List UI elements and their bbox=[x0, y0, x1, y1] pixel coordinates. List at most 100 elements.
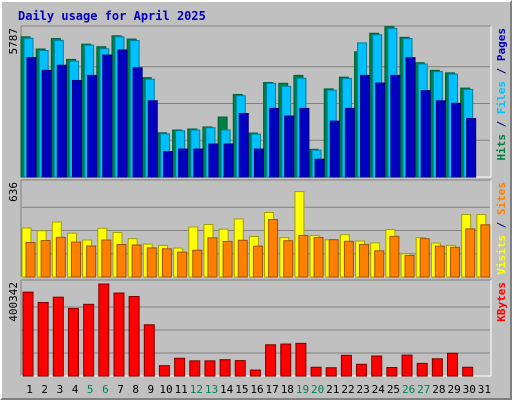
x-tick-label-day-10: 10 bbox=[159, 383, 172, 396]
bar-pages-day-9 bbox=[147, 100, 158, 178]
bar-pages-day-24 bbox=[375, 82, 386, 178]
bar-sites-day-18 bbox=[283, 240, 294, 278]
bar-sites-day-30 bbox=[465, 228, 476, 278]
bar-pages-day-17 bbox=[269, 107, 280, 178]
x-tick-label-day-29: 29 bbox=[447, 383, 460, 396]
bar-pages-day-25 bbox=[390, 74, 401, 178]
bar-kbytes-day-27 bbox=[416, 362, 428, 377]
bar-sites-day-11 bbox=[177, 251, 188, 278]
bar-sites-day-12 bbox=[192, 249, 203, 278]
bar-kbytes-day-22 bbox=[340, 354, 352, 377]
bar-sites-day-9 bbox=[146, 247, 157, 278]
bar-kbytes-day-10 bbox=[158, 365, 170, 377]
bar-kbytes-day-26 bbox=[401, 354, 413, 377]
x-tick-label-day-8: 8 bbox=[132, 383, 139, 396]
x-tick-label-day-7: 7 bbox=[117, 383, 124, 396]
bar-sites-day-15 bbox=[237, 239, 248, 278]
bar-sites-day-22 bbox=[343, 240, 354, 278]
x-tick-label-day-27: 27 bbox=[417, 383, 430, 396]
bar-sites-day-4 bbox=[70, 241, 81, 278]
bar-pages-day-28 bbox=[435, 100, 446, 178]
x-tick-label-day-24: 24 bbox=[372, 383, 386, 396]
bar-pages-day-12 bbox=[193, 148, 204, 178]
bar-sites-day-25 bbox=[389, 235, 400, 278]
x-tick-label-day-3: 3 bbox=[57, 383, 64, 396]
series-label-separator: / bbox=[495, 215, 508, 235]
bar-pages-day-20 bbox=[314, 158, 325, 178]
bar-pages-day-6 bbox=[102, 54, 113, 178]
bar-pages-day-10 bbox=[162, 151, 173, 178]
x-tick-label-day-14: 14 bbox=[220, 383, 234, 396]
bar-sites-day-1 bbox=[25, 241, 36, 278]
bar-sites-day-2 bbox=[40, 240, 51, 278]
series-label-separator: / bbox=[495, 114, 508, 134]
bar-pages-day-8 bbox=[132, 67, 143, 178]
bar-kbytes-day-1 bbox=[22, 291, 34, 377]
x-tick-label-day-2: 2 bbox=[41, 383, 48, 396]
x-tick-label-day-4: 4 bbox=[72, 383, 79, 396]
bar-kbytes-day-30 bbox=[462, 366, 474, 377]
bar-pages-day-5 bbox=[87, 74, 98, 178]
bar-pages-day-13 bbox=[208, 143, 219, 178]
bar-sites-day-23 bbox=[359, 243, 370, 278]
bar-kbytes-day-14 bbox=[219, 359, 231, 377]
bar-kbytes-day-25 bbox=[386, 366, 398, 377]
series-label-visits: Visits bbox=[495, 235, 508, 275]
x-tick-label-day-13: 13 bbox=[205, 383, 218, 396]
series-label-sites: Sites bbox=[495, 182, 508, 215]
bar-kbytes-day-19 bbox=[295, 342, 307, 377]
bar-kbytes-day-20 bbox=[310, 366, 322, 377]
panel-2-ymax-label: 636 bbox=[7, 182, 20, 202]
x-tick-label-day-20: 20 bbox=[311, 383, 324, 396]
x-tick-label-day-31: 31 bbox=[478, 383, 491, 396]
bar-sites-day-8 bbox=[131, 244, 142, 278]
chart-title: Daily usage for April 2025 bbox=[18, 9, 206, 23]
bar-pages-day-21 bbox=[329, 120, 340, 178]
bar-kbytes-day-23 bbox=[356, 363, 368, 377]
x-tick-label-day-30: 30 bbox=[463, 383, 476, 396]
bar-kbytes-day-16 bbox=[249, 369, 261, 377]
panel-2-series-labels: Visits / Sites bbox=[495, 182, 508, 275]
bar-kbytes-day-8 bbox=[128, 295, 140, 377]
x-tick-label-day-22: 22 bbox=[341, 383, 354, 396]
x-tick-label-day-6: 6 bbox=[102, 383, 109, 396]
x-tick-label-day-5: 5 bbox=[87, 383, 94, 396]
bar-sites-day-6 bbox=[101, 239, 112, 278]
series-label-separator: / bbox=[495, 61, 508, 81]
bar-sites-day-27 bbox=[419, 238, 430, 278]
x-tick-label-day-28: 28 bbox=[432, 383, 445, 396]
bar-pages-day-29 bbox=[451, 102, 462, 178]
bar-pages-day-7 bbox=[117, 49, 128, 178]
series-label-files: Files bbox=[495, 81, 508, 114]
bar-pages-day-27 bbox=[420, 90, 431, 178]
panel-3-ymax-label: 400342 bbox=[7, 282, 20, 322]
bar-sites-day-21 bbox=[328, 239, 339, 278]
bar-pages-day-30 bbox=[466, 118, 477, 178]
bar-pages-day-19 bbox=[299, 107, 310, 178]
x-tick-label-day-21: 21 bbox=[326, 383, 339, 396]
bar-sites-day-17 bbox=[268, 219, 279, 278]
bar-kbytes-day-21 bbox=[325, 367, 337, 377]
bar-kbytes-day-6 bbox=[98, 283, 110, 377]
bar-sites-day-7 bbox=[116, 244, 127, 278]
bar-pages-day-18 bbox=[284, 115, 295, 178]
bar-kbytes-day-4 bbox=[67, 307, 79, 377]
bar-kbytes-day-17 bbox=[265, 344, 277, 377]
x-tick-label-day-12: 12 bbox=[190, 383, 203, 396]
bar-kbytes-day-24 bbox=[371, 355, 383, 377]
bar-pages-day-4 bbox=[71, 79, 82, 178]
bar-kbytes-day-28 bbox=[431, 358, 443, 377]
bar-kbytes-day-11 bbox=[174, 357, 186, 377]
bar-sites-day-10 bbox=[161, 248, 172, 278]
bar-pages-day-11 bbox=[178, 148, 189, 178]
bar-sites-day-26 bbox=[404, 255, 415, 278]
bar-pages-day-14 bbox=[223, 143, 234, 178]
series-label-pages: Pages bbox=[495, 28, 508, 61]
x-tick-label-day-19: 19 bbox=[296, 383, 309, 396]
series-label-hits: Hits bbox=[495, 134, 508, 161]
bar-pages-day-23 bbox=[360, 74, 371, 178]
bar-sites-day-24 bbox=[374, 250, 385, 278]
x-tick-label-day-9: 9 bbox=[148, 383, 155, 396]
bar-pages-day-3 bbox=[56, 64, 67, 178]
x-tick-label-day-1: 1 bbox=[26, 383, 33, 396]
